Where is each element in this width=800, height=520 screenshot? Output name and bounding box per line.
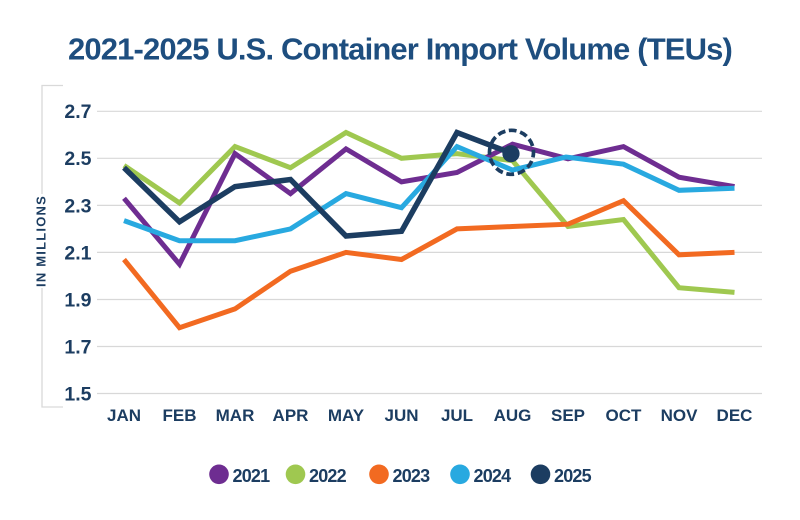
svg-text:2.7: 2.7 [64,101,91,123]
svg-text:NOV: NOV [661,406,699,425]
svg-text:FEB: FEB [163,406,197,425]
svg-text:MAR: MAR [216,406,255,425]
svg-text:1.5: 1.5 [64,383,91,405]
svg-text:SEP: SEP [551,406,585,425]
svg-text:2024: 2024 [474,466,512,486]
svg-text:1.7: 1.7 [64,336,91,358]
svg-text:2.1: 2.1 [64,242,91,264]
svg-text:DEC: DEC [717,406,753,425]
svg-text:2021-2025 U.S. Container Impor: 2021-2025 U.S. Container Import Volume (… [68,32,732,67]
svg-text:1.9: 1.9 [64,289,91,311]
svg-text:AUG: AUG [494,406,532,425]
svg-text:2022: 2022 [309,466,347,486]
svg-text:2021: 2021 [233,466,271,486]
svg-text:JUN: JUN [384,406,418,425]
svg-text:APR: APR [273,406,309,425]
svg-text:2023: 2023 [393,466,431,486]
svg-text:JAN: JAN [107,406,141,425]
svg-text:2.3: 2.3 [64,195,91,217]
svg-text:JUL: JUL [441,406,473,425]
svg-text:2025: 2025 [554,466,592,486]
svg-text:2.5: 2.5 [64,148,91,170]
svg-text:IN MILLIONS: IN MILLIONS [34,195,49,287]
svg-text:OCT: OCT [606,406,643,425]
svg-text:MAY: MAY [328,406,365,425]
